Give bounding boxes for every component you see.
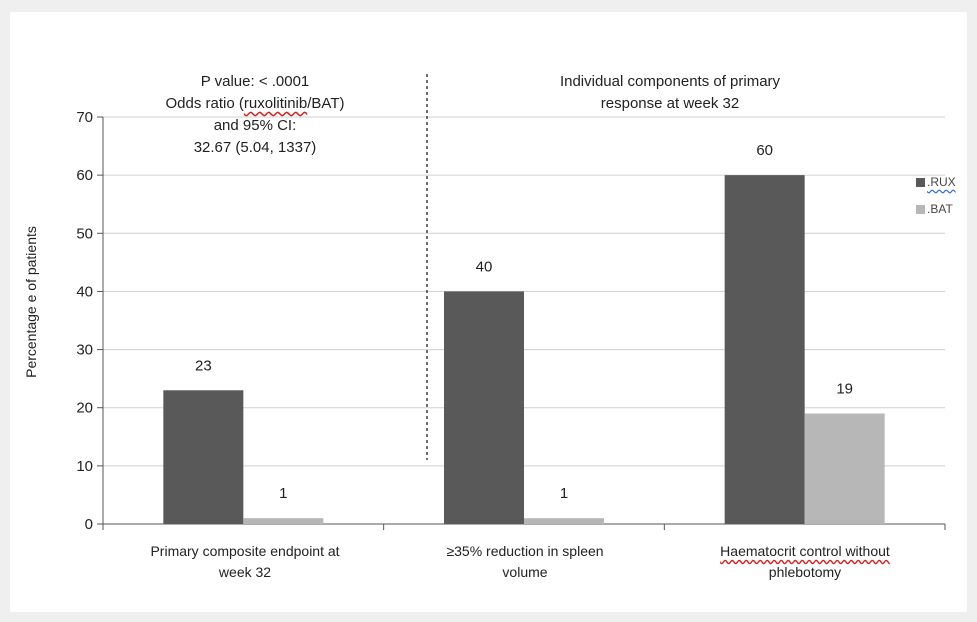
bar-rux-2 [444, 291, 524, 524]
category-label-1: Primary composite endpoint at week 32 [150, 543, 340, 580]
legend-swatch-bat [916, 204, 925, 214]
y-tick-label: 30 [76, 342, 93, 359]
y-axis-label: Percentage e of patients [23, 226, 39, 378]
category-label-2: ≥35% reduction in spleen volume [446, 543, 604, 580]
legend-item-rux: .RUX [916, 175, 956, 189]
y-tick-label: 20 [76, 400, 93, 417]
legend-swatch-rux [916, 177, 925, 187]
bar-bat-3 [804, 413, 885, 524]
pvalue-line: P value: < .0001 [200, 73, 310, 90]
bar-rux-1 [163, 390, 244, 524]
components-line-2: response at week 32 [600, 95, 740, 112]
legend-label-rux: .RUX [927, 175, 956, 189]
category-label-3: Haematocrit control without phlebotomy [720, 543, 890, 580]
data-label-rux-3: 60 [756, 142, 773, 159]
ci-label-line: and 95% CI: [213, 117, 297, 134]
components-line-1: Individual components of primary [559, 73, 781, 90]
data-label-bat-2: 1 [560, 485, 568, 502]
y-tick-label: 60 [76, 167, 93, 184]
data-label-rux-2: 40 [476, 258, 493, 275]
data-label-rux-1: 23 [195, 357, 212, 374]
left-annotation: P value: < .0001 Odds ratio (ruxolitinib… [110, 71, 400, 159]
y-tick-label: 40 [76, 283, 93, 300]
y-tick-label: 0 [85, 516, 93, 533]
right-annotation: Individual components of primary respons… [520, 71, 820, 115]
ci-value-line: 32.67 (5.04, 1337) [193, 139, 317, 156]
legend-item-bat: .BAT [916, 202, 953, 216]
bar-bat-2 [524, 518, 604, 524]
y-tick-label: 50 [76, 225, 93, 242]
odds-ratio-line: Odds ratio (ruxolitinib/BAT) [165, 95, 345, 112]
data-label-bat-1: 1 [279, 485, 287, 502]
y-tick-label: 70 [76, 109, 93, 126]
bar-rux-3 [724, 175, 805, 524]
data-label-bat-3: 19 [836, 381, 853, 398]
y-tick-label: 10 [76, 458, 93, 475]
bar-bat-1 [243, 518, 324, 524]
legend-label-bat: .BAT [927, 202, 953, 216]
